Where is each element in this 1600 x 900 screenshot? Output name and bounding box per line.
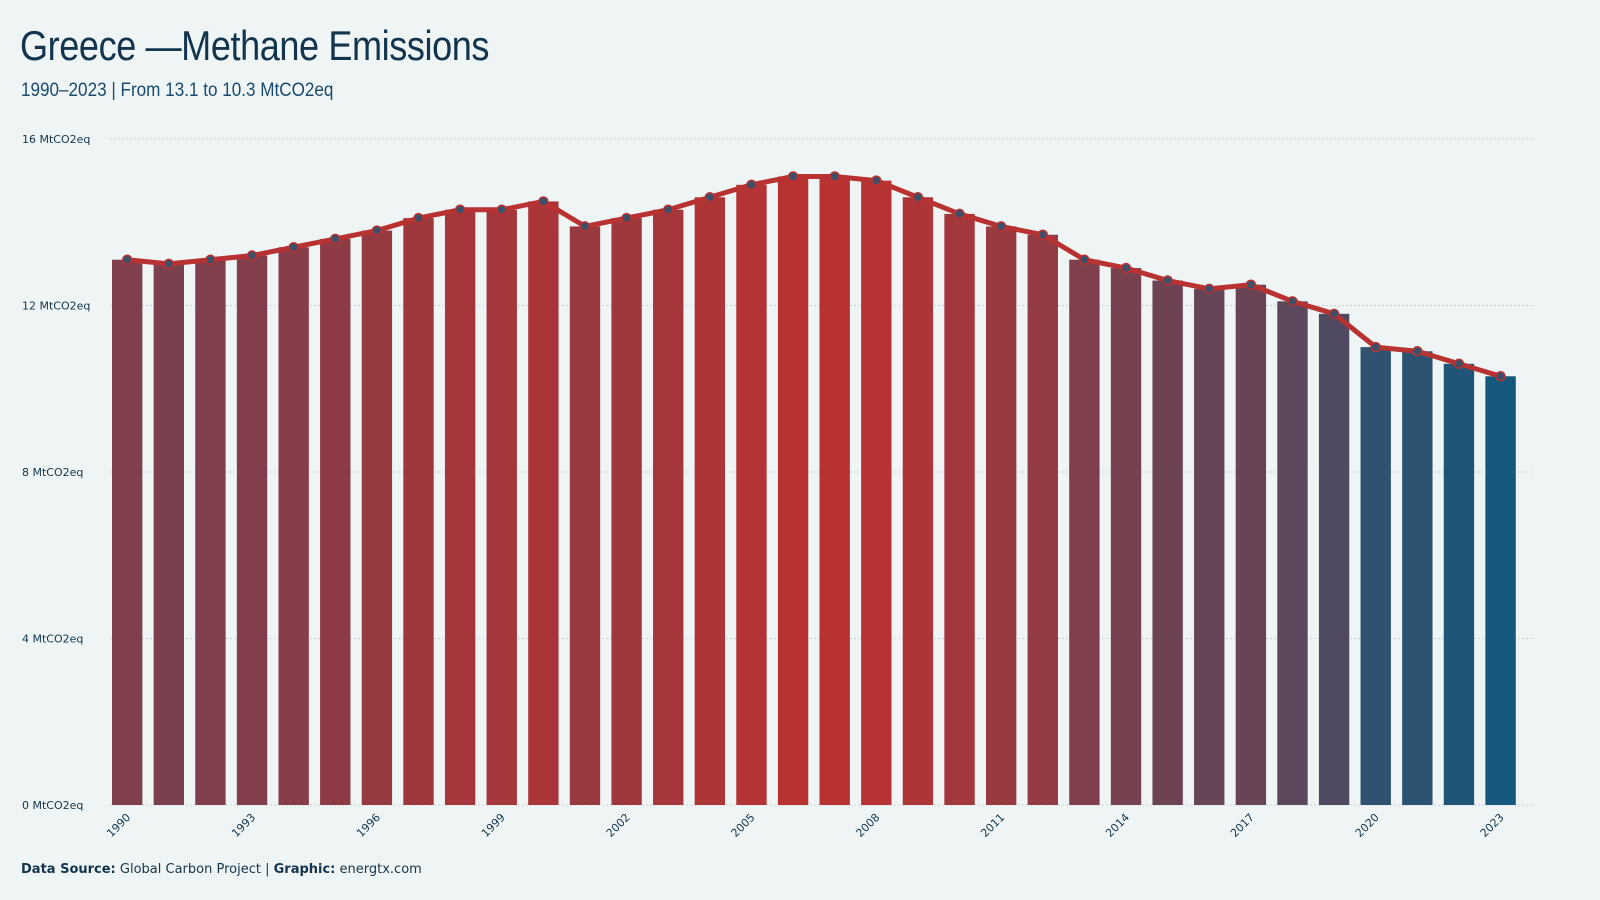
data-point <box>1495 371 1506 382</box>
x-tick-label: 2008 <box>853 811 882 840</box>
bar <box>320 238 351 805</box>
bar <box>653 209 684 805</box>
data-point <box>1120 262 1132 274</box>
x-tick-label: 1996 <box>354 811 383 840</box>
data-point <box>246 250 258 261</box>
data-point <box>1412 346 1423 357</box>
data-point <box>1079 254 1090 265</box>
data-point <box>704 192 716 203</box>
data-point <box>746 179 757 191</box>
bar <box>1443 363 1475 805</box>
data-point <box>371 225 383 236</box>
bar <box>1235 284 1267 805</box>
bar <box>944 213 975 806</box>
data-point <box>787 171 799 182</box>
bar <box>195 259 226 805</box>
bar <box>403 218 434 805</box>
data-point <box>871 175 882 186</box>
bar <box>611 218 642 805</box>
y-tick-label: 4 MtCO2eq <box>22 633 83 646</box>
x-tick-label: 2011 <box>978 811 1007 840</box>
bar <box>528 201 559 805</box>
x-tick-label: 1999 <box>479 811 508 840</box>
data-point <box>413 212 424 224</box>
graphic-label: Graphic: <box>273 862 336 877</box>
y-tick-label: 8 MtCO2eq <box>22 466 83 479</box>
data-point <box>954 208 965 220</box>
data-point <box>330 233 341 245</box>
data-point <box>454 204 466 216</box>
x-tick-label: 2005 <box>729 811 758 840</box>
data-point <box>163 258 175 270</box>
footer: Data Source: Global Carbon Project | Gra… <box>21 862 422 877</box>
bar <box>1194 288 1225 806</box>
bar <box>112 259 143 805</box>
data-point <box>288 241 299 253</box>
data-point <box>621 212 632 224</box>
data-point <box>205 254 216 265</box>
x-tick-label: 2014 <box>1103 811 1132 840</box>
bar <box>1402 351 1433 805</box>
source-label: Data Source: <box>21 862 116 877</box>
bar <box>694 197 726 805</box>
graphic-value: energtx.com <box>339 862 422 877</box>
chart-subtitle: 1990–2023 | From 13.1 to 10.3 MtCO2eq <box>21 80 334 101</box>
data-point <box>995 221 1007 232</box>
data-point <box>121 254 133 265</box>
chart-title: Greece —Methane Emissions <box>20 22 490 69</box>
data-point <box>662 204 674 216</box>
bar <box>278 247 309 806</box>
bar-layer <box>112 176 1516 806</box>
bar <box>153 263 184 805</box>
bar <box>361 230 393 805</box>
bar <box>819 176 850 805</box>
y-tick-label: 0 MtCO2eq <box>22 799 83 812</box>
source-value: Global Carbon Project | <box>119 862 270 877</box>
x-tick-label: 1990 <box>104 811 133 840</box>
bar <box>736 184 767 806</box>
bar <box>777 176 809 805</box>
bar <box>1110 268 1142 806</box>
line-layer <box>121 171 1506 382</box>
data-point <box>1287 296 1298 307</box>
data-point <box>1037 229 1049 240</box>
x-tick-label: 1993 <box>229 811 258 840</box>
bar <box>1485 376 1516 805</box>
bar <box>1069 259 1100 805</box>
data-point <box>579 221 591 232</box>
trend-line <box>124 173 1504 379</box>
y-tick-label: 12 MtCO2eq <box>22 300 90 313</box>
x-tick-label: 2017 <box>1228 811 1257 840</box>
bar <box>444 209 476 805</box>
x-tick-label: 2023 <box>1478 811 1507 840</box>
bar <box>1318 313 1350 805</box>
data-point <box>496 204 507 216</box>
data-point <box>1453 358 1465 370</box>
bar <box>985 226 1017 806</box>
data-point <box>829 171 840 182</box>
data-point <box>1162 275 1173 286</box>
data-point <box>1328 308 1340 320</box>
bar <box>236 255 268 806</box>
x-tick-label: 2002 <box>604 811 633 840</box>
bar <box>569 226 601 806</box>
bar <box>1277 301 1308 805</box>
y-tick-label: 16 MtCO2eq <box>22 133 90 146</box>
data-point <box>538 196 549 207</box>
data-point <box>912 192 924 203</box>
data-point <box>1203 283 1215 295</box>
x-tick-label: 2020 <box>1353 811 1382 840</box>
bar <box>1152 280 1183 805</box>
bar <box>1360 347 1391 805</box>
bar <box>861 180 892 805</box>
bar <box>486 209 517 805</box>
data-point <box>1370 341 1381 353</box>
bar <box>902 197 934 805</box>
bar <box>1027 234 1058 806</box>
data-point <box>1245 279 1257 290</box>
